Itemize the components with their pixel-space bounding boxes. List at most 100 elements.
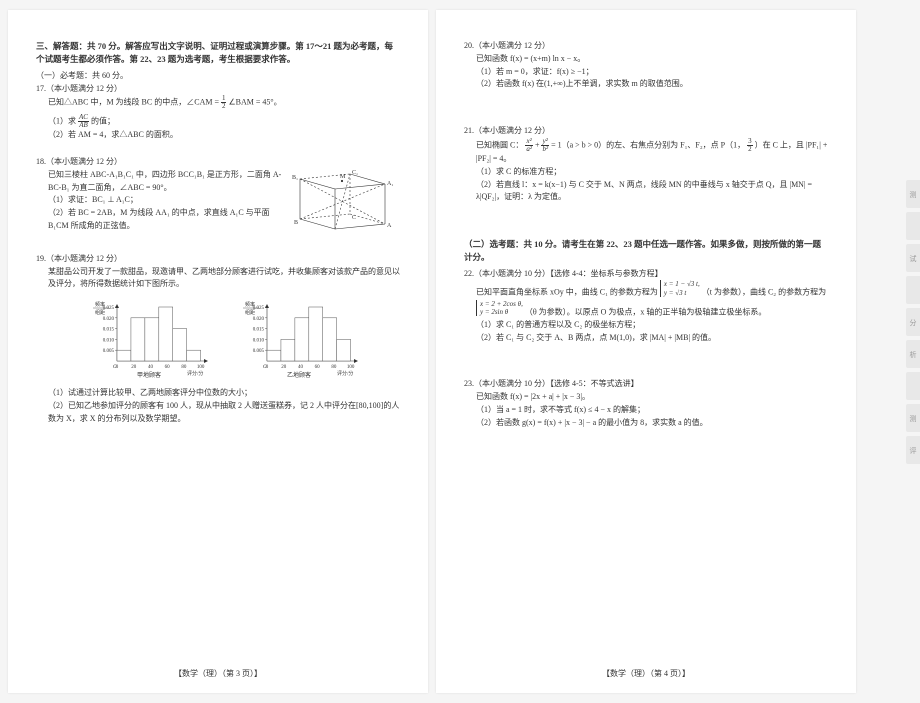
svg-text:乙地顾客: 乙地顾客 <box>287 371 311 379</box>
problem-23: 23.（本小题满分 10 分）【选修 4-5：不等式选讲】 已知函数 f(x) … <box>464 378 828 429</box>
page-3: 三、解答题：共 70 分。解答应写出文字说明、证明过程或演算步骤。第 17～21… <box>8 10 428 693</box>
tab-5[interactable]: 析 <box>906 340 920 368</box>
param-c1: x = 1 − √3 t,y = √3 t <box>660 280 700 297</box>
q17-line1a: 已知△ABC 中，M 为线段 BC 的中点，∠CAM = <box>48 98 221 107</box>
svg-text:0.020: 0.020 <box>253 317 265 322</box>
svg-text:0.010: 0.010 <box>103 339 115 344</box>
q21-part1: （1）求 C 的标准方程； <box>476 166 828 179</box>
required-header: （一）必考题：共 60 分。 <box>36 70 400 81</box>
fraction-acab: ACAB <box>78 114 89 129</box>
q22-head: 22.（本小题满分 10 分）【选修 4-4：坐标系与参数方程】 <box>464 268 828 281</box>
svg-text:甲地顾客: 甲地顾客 <box>137 371 161 379</box>
q20-part1: （1）若 m = 0，求证：f(x) ≥ −1； <box>476 66 828 79</box>
label-M: M <box>340 174 346 180</box>
chart-a-svg: 频率组距0.0050.0100.0150.0200.02502040608010… <box>89 299 209 379</box>
q20-part2: （2）若函数 f(x) 在(1,+∞)上不单调，求实数 m 的取值范围。 <box>476 78 828 91</box>
svg-text:0.005: 0.005 <box>253 349 265 354</box>
q22-part1: （1）求 C₁ 的普通方程以及 C₂ 的极坐标方程； <box>476 319 828 332</box>
histogram-row: 频率组距0.0050.0100.0150.0200.02502040608010… <box>48 299 400 379</box>
problem-22: 22.（本小题满分 10 分）【选修 4-4：坐标系与参数方程】 已知平面直角坐… <box>464 268 828 345</box>
q22-l1b: （t 为参数），曲线 C₂ 的参数方程为 <box>702 288 826 297</box>
prism-diagram: M A₁ B₁ C₁ A B C <box>290 169 400 239</box>
label-C1: C₁ <box>352 170 358 176</box>
svg-text:60: 60 <box>165 365 171 370</box>
q21-l1b: = 1（a > b > 0）的左、右焦点分别为 F₁、F₂，点 P（1， <box>551 140 745 149</box>
problem-20: 20.（本小题满分 12 分） 已知函数 f(x) = (x+m) ln x −… <box>464 40 828 91</box>
q21-part2: （2）若直线 l：x = k(x−1) 与 C 交于 M、N 两点，线段 MN … <box>476 179 828 205</box>
tab-0[interactable]: 测 <box>906 180 920 208</box>
q17-line1b: ∠BAM = 45°。 <box>228 98 281 107</box>
footer-right: 【数学（理）（第 4 页）】 <box>436 668 856 679</box>
q22-l2: （θ 为参数）。以原点 O 为极点，x 轴的正半轴为极轴建立极坐标系。 <box>525 307 767 316</box>
chart-a: 频率组距0.0050.0100.0150.0200.02502040608010… <box>89 299 209 379</box>
problem-18: 18.（本小题满分 12 分） <box>36 156 400 239</box>
svg-text:0.015: 0.015 <box>103 328 115 333</box>
svg-text:20: 20 <box>131 365 137 370</box>
q19-part1: （1）试通过计算比较甲、乙两地顾客评分中位数的大小； <box>48 387 400 400</box>
optional-header: （二）选考题：共 10 分。请考生在第 22、23 题中任选一题作答。如果多做，… <box>464 238 828 264</box>
svg-text:80: 80 <box>181 365 187 370</box>
q22-l1: 已知平面直角坐标系 xOy 中，曲线 C₁ 的参数方程为 <box>476 288 658 297</box>
param-c2: x = 2 + 2cos θ,y = 2sin θ <box>476 300 523 317</box>
label-A1: A₁ <box>387 181 393 187</box>
footer-left: 【数学（理）（第 3 页）】 <box>8 668 428 679</box>
svg-text:0.025: 0.025 <box>103 306 115 311</box>
frac-xa: x²a² <box>525 138 533 153</box>
q17-part1b: 的值； <box>91 117 115 126</box>
page-4: 20.（本小题满分 12 分） 已知函数 f(x) = (x+m) ln x −… <box>436 10 856 693</box>
svg-text:0.020: 0.020 <box>103 317 115 322</box>
svg-text:O: O <box>263 365 267 370</box>
svg-text:100: 100 <box>347 365 355 370</box>
q20-head: 20.（本小题满分 12 分） <box>464 40 828 53</box>
label-B1: B₁ <box>292 175 298 181</box>
frac-32: 32 <box>747 138 753 153</box>
q17-part1a: （1）求 <box>48 117 76 126</box>
svg-text:评分/分: 评分/分 <box>187 370 203 377</box>
q23-line1: 已知函数 f(x) = |2x + a| + |x − 3|。 <box>476 391 828 404</box>
svg-text:40: 40 <box>148 365 154 370</box>
svg-text:80: 80 <box>331 365 337 370</box>
tab-1[interactable] <box>906 212 920 240</box>
svg-text:60: 60 <box>315 365 321 370</box>
problem-19: 19.（本小题满分 12 分） 某甜品公司开发了一款甜品，现邀请甲、乙两地部分顾… <box>36 253 400 426</box>
q19-part2: （2）已知乙地参加评分的顾客有 100 人，现从中抽取 2 人赠送蛋糕券，记 2… <box>48 400 400 426</box>
q19-line1: 某甜品公司开发了一款甜品，现邀请甲、乙两地部分顾客进行试吃，并收集顾客对该款产品… <box>48 266 400 292</box>
label-B: B <box>294 220 298 226</box>
q23-head: 23.（本小题满分 10 分）【选修 4-5：不等式选讲】 <box>464 378 828 391</box>
q21-head: 21.（本小题满分 12 分） <box>464 125 828 138</box>
tab-6[interactable] <box>906 372 920 400</box>
svg-text:40: 40 <box>298 365 304 370</box>
q17-part2: （2）若 AM = 4，求△ABC 的面积。 <box>48 129 400 142</box>
q23-part2: （2）若函数 g(x) = f(x) + |x − 3| − a 的最小值为 8… <box>476 417 828 430</box>
svg-text:0.025: 0.025 <box>253 306 265 311</box>
svg-text:20: 20 <box>281 365 287 370</box>
svg-text:0.015: 0.015 <box>253 328 265 333</box>
tab-4[interactable]: 分 <box>906 308 920 336</box>
tab-2[interactable]: 试 <box>906 244 920 272</box>
label-A: A <box>387 223 392 229</box>
tab-7[interactable]: 测 <box>906 404 920 432</box>
q21-l1a: 已知椭圆 C： <box>476 140 523 149</box>
tab-3[interactable] <box>906 276 920 304</box>
problem-17: 17.（本小题满分 12 分） 已知△ABC 中，M 为线段 BC 的中点，∠C… <box>36 83 400 143</box>
chart-b-svg: 频率组距0.0050.0100.0150.0200.02502040608010… <box>239 299 359 379</box>
svg-text:0.010: 0.010 <box>253 339 265 344</box>
frac-yb: y²b² <box>541 138 549 153</box>
tab-8[interactable]: 评 <box>906 436 920 464</box>
label-C: C <box>352 215 356 221</box>
section-header: 三、解答题：共 70 分。解答应写出文字说明、证明过程或演算步骤。第 17～21… <box>36 40 400 66</box>
q18-head: 18.（本小题满分 12 分） <box>36 156 400 169</box>
q19-head: 19.（本小题满分 12 分） <box>36 253 400 266</box>
problem-21: 21.（本小题满分 12 分） 已知椭圆 C： x²a² + y²b² = 1（… <box>464 125 828 204</box>
q23-part1: （1）当 a = 1 时，求不等式 f(x) ≤ 4 − x 的解集； <box>476 404 828 417</box>
svg-text:O: O <box>113 365 117 370</box>
chart-b: 频率组距0.0050.0100.0150.0200.02502040608010… <box>239 299 359 379</box>
svg-text:评分/分: 评分/分 <box>337 370 353 377</box>
side-tabs: 测 试 分 析 测 评 <box>906 180 920 468</box>
svg-text:100: 100 <box>197 365 205 370</box>
q22-part2: （2）若 C₁ 与 C₂ 交于 A、B 两点，点 M(1,0)，求 |MA| +… <box>476 332 828 345</box>
fraction-half: 12 <box>221 95 227 110</box>
q20-line1: 已知函数 f(x) = (x+m) ln x − x。 <box>476 53 828 66</box>
q17-head: 17.（本小题满分 12 分） <box>36 83 400 96</box>
svg-text:0.005: 0.005 <box>103 349 115 354</box>
